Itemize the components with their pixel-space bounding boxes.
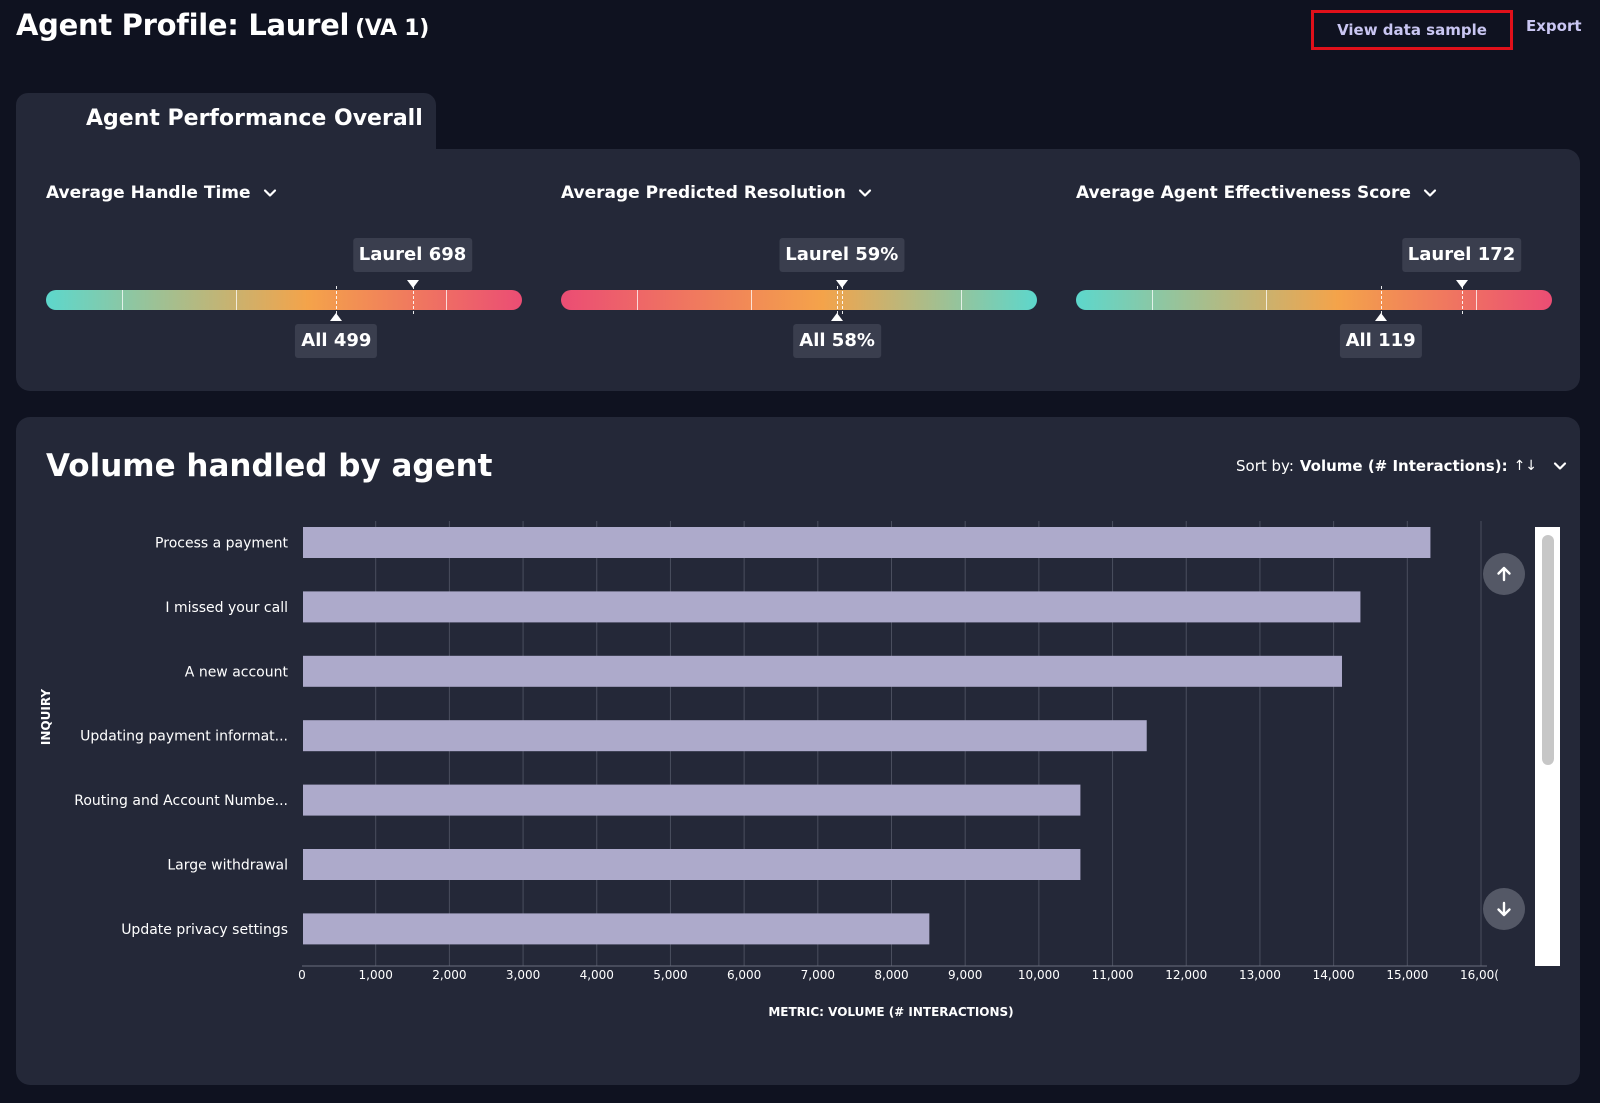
agent-value-badge: Laurel 698 — [352, 238, 473, 272]
gauge-tick — [236, 290, 238, 310]
view-data-sample-button[interactable]: View data sample — [1311, 10, 1513, 50]
x-tick-label: 7,000 — [801, 968, 835, 982]
bar — [303, 913, 930, 945]
x-tick-label: 14,000 — [1313, 968, 1355, 982]
arrow-down-icon — [1497, 901, 1511, 917]
x-tick-label: 13,000 — [1239, 968, 1281, 982]
gauge-bar — [1076, 286, 1552, 314]
x-tick-label: 12,000 — [1165, 968, 1207, 982]
gauge-marker-line — [412, 286, 414, 314]
x-tick-label: 3,000 — [506, 968, 540, 982]
header: Agent Profile: Laurel (VA 1) View data sa… — [0, 0, 1600, 60]
x-tick-label: 15,000 — [1386, 968, 1428, 982]
volume-bar-chart: Process a payment I missed your call A new… — [39, 521, 1499, 1019]
export-button[interactable]: Export — [1526, 17, 1582, 35]
page-title-text: Agent Profile: Laurel — [16, 8, 350, 42]
gauge-tick — [122, 290, 124, 310]
all-value-badge: All 119 — [1339, 324, 1422, 358]
gauge-marker-line — [841, 286, 843, 314]
x-tick-label: 2,000 — [432, 968, 466, 982]
bar — [303, 849, 1081, 880]
x-tick-label: 9,000 — [948, 968, 982, 982]
scroll-down-button[interactable] — [1483, 888, 1525, 930]
x-axis-label: METRIC: VOLUME (# INTERACTIONS) — [768, 1005, 1013, 1019]
chevron-down-icon — [1553, 462, 1567, 470]
sort-by-value: Volume (# Interactions): — [1299, 457, 1508, 475]
sort-by-dropdown[interactable]: Sort by: Volume (# Interactions): ↑↓ — [1236, 457, 1567, 475]
x-tick-label: 5,000 — [653, 968, 687, 982]
page-title: Agent Profile: Laurel (VA 1) — [16, 8, 429, 42]
metric-dropdown[interactable]: Average Handle Time — [46, 183, 277, 203]
bar — [303, 527, 1431, 558]
gauge-tick — [637, 290, 639, 310]
bar — [303, 784, 1081, 816]
metric-title: Average Agent Effectiveness Score — [1076, 183, 1411, 203]
chevron-down-icon — [1423, 189, 1437, 197]
category-label: Process a payment — [155, 536, 288, 552]
page-subtitle: (VA 1) — [355, 16, 429, 41]
metric-dropdown[interactable]: Average Agent Effectiveness Score — [1076, 183, 1437, 203]
gauge-bar — [46, 286, 522, 314]
metric-title: Average Handle Time — [46, 183, 251, 203]
gauge-tick — [1475, 290, 1477, 310]
category-label: Update privacy settings — [121, 922, 288, 938]
all-marker-icon — [831, 313, 844, 321]
gauge-bar — [561, 286, 1037, 314]
agent-marker-icon — [406, 280, 419, 288]
x-tick-label: 6,000 — [727, 968, 761, 982]
y-axis-label: INQUIRY — [39, 689, 53, 746]
chart-scrollbar[interactable] — [1535, 527, 1560, 966]
gauge-tick — [751, 290, 753, 310]
gauge-marker-line — [1461, 286, 1463, 314]
gauge-tick — [960, 290, 962, 310]
bar — [303, 720, 1147, 752]
agent-marker-icon — [1455, 280, 1468, 288]
all-value-badge: All 58% — [793, 324, 881, 358]
gauge-tick — [445, 290, 447, 310]
agent-marker-icon — [835, 280, 848, 288]
metric-average-agent-effectiveness-score: Average Agent Effectiveness Score Laurel … — [1076, 149, 1552, 391]
all-marker-icon — [1374, 313, 1387, 321]
category-label: Large withdrawal — [167, 858, 288, 874]
category-label: I missed your call — [165, 600, 288, 616]
x-tick-label: 4,000 — [580, 968, 614, 982]
volume-card: Volume handled by agent Sort by: Volume … — [16, 417, 1580, 1085]
agent-value-badge: Laurel 172 — [1401, 238, 1522, 272]
scroll-up-button[interactable] — [1483, 553, 1525, 595]
volume-section-title: Volume handled by agent — [46, 448, 493, 484]
metric-average-handle-time: Average Handle Time Laurel 698 All 499 — [46, 149, 522, 391]
sort-direction-icon[interactable]: ↑↓ — [1513, 458, 1538, 474]
x-tick-label: 10,000 — [1018, 968, 1060, 982]
x-tick-label: 8,000 — [874, 968, 908, 982]
category-label: Updating payment informat... — [80, 729, 288, 745]
chevron-down-icon — [858, 189, 872, 197]
all-marker-icon — [330, 313, 343, 321]
arrow-up-icon — [1497, 566, 1511, 582]
x-tick-label: 0 — [298, 968, 306, 982]
sort-by-prefix: Sort by: — [1236, 457, 1294, 475]
tab-agent-performance-overall[interactable]: Agent Performance Overall — [16, 93, 436, 153]
x-tick-label: 16,00( — [1460, 968, 1499, 982]
chevron-down-icon — [263, 189, 276, 197]
scrollbar-thumb[interactable] — [1542, 535, 1554, 765]
all-value-badge: All 499 — [295, 324, 378, 358]
metric-dropdown[interactable]: Average Predicted Resolution — [561, 183, 872, 203]
gauge-marker-line — [837, 286, 839, 314]
overall-performance-card: Average Handle Time Laurel 698 All 499 Ave… — [16, 149, 1580, 391]
metric-average-predicted-resolution: Average Predicted Resolution Laurel 59% Al… — [561, 149, 1037, 391]
x-tick-label: 11,000 — [1092, 968, 1134, 982]
gauge-marker-line — [336, 286, 338, 314]
x-tick-label: 1,000 — [359, 968, 393, 982]
category-label: Routing and Account Numbe... — [74, 793, 288, 809]
category-label: A new account — [185, 664, 289, 680]
bar — [303, 591, 1361, 623]
gauge-tick — [1152, 290, 1154, 310]
agent-value-badge: Laurel 59% — [779, 238, 905, 272]
gauge-tick — [1266, 290, 1268, 310]
metric-title: Average Predicted Resolution — [561, 183, 846, 203]
bar — [303, 655, 1342, 687]
tab-label: Agent Performance Overall — [86, 106, 423, 131]
gauge-marker-line — [1380, 286, 1382, 314]
